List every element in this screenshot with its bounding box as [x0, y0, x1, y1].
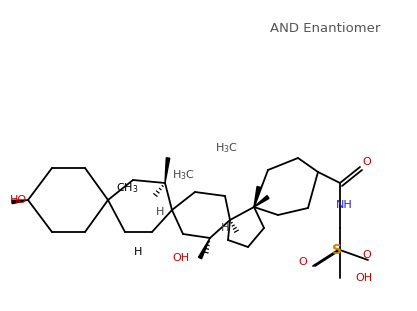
- Text: O: O: [362, 157, 371, 167]
- Text: H$_3$C: H$_3$C: [215, 141, 238, 155]
- Polygon shape: [198, 238, 210, 259]
- Text: H: H: [221, 223, 229, 233]
- Text: H: H: [134, 247, 142, 257]
- Text: H$_3$C: H$_3$C: [172, 168, 195, 182]
- Text: NH: NH: [336, 200, 353, 210]
- Text: O: O: [298, 257, 307, 267]
- Text: OH: OH: [355, 273, 372, 283]
- Text: HO: HO: [10, 195, 27, 205]
- Text: H: H: [156, 207, 164, 217]
- Polygon shape: [165, 158, 170, 183]
- Text: S: S: [332, 243, 342, 257]
- Polygon shape: [254, 187, 261, 207]
- Polygon shape: [12, 200, 28, 204]
- Text: OH: OH: [172, 253, 189, 263]
- Text: O: O: [362, 250, 371, 260]
- Text: AND Enantiomer: AND Enantiomer: [270, 22, 380, 35]
- Text: CH$_3$: CH$_3$: [116, 181, 138, 195]
- Polygon shape: [254, 196, 269, 207]
